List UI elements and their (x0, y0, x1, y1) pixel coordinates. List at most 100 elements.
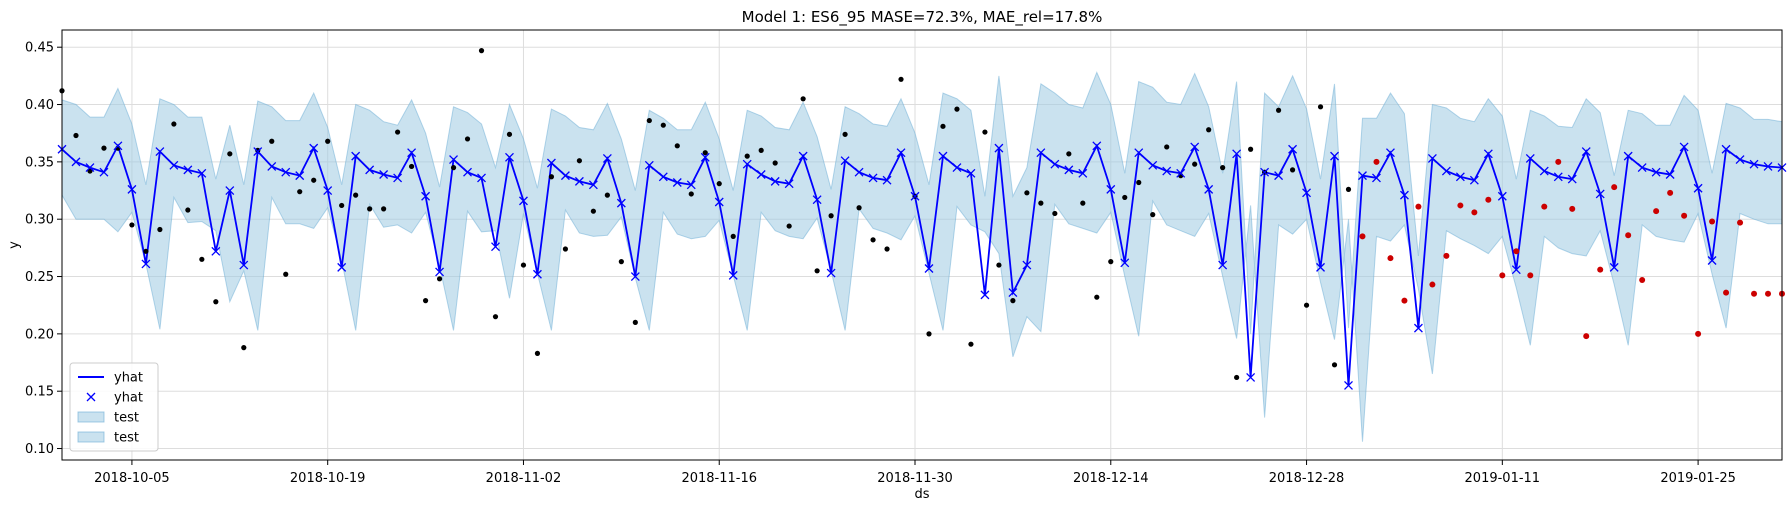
actual-point (1289, 167, 1296, 173)
y-tick-label: 0.10 (25, 442, 54, 457)
actual-point (1052, 210, 1058, 217)
forecast-marker (924, 264, 934, 273)
actual-point (339, 202, 345, 209)
test-point (1457, 202, 1464, 209)
chart-title: Model 1: ES6_95 MASE=72.3%, MAE_rel=17.8… (742, 8, 1103, 27)
actual-point (744, 153, 750, 159)
x-axis-label: ds (914, 487, 929, 502)
forecast-marker (630, 272, 640, 281)
test-point (1737, 219, 1744, 226)
legend-marker-swatch (86, 392, 96, 402)
forecast-marker (1735, 155, 1745, 165)
actual-point (395, 129, 401, 135)
forecast-marker (491, 242, 500, 252)
legend: yhat yhat test test (69, 362, 159, 452)
legend-label: yhat (114, 391, 143, 406)
forecast-marker (784, 179, 794, 189)
actual-point (1303, 302, 1310, 308)
actual-point (199, 256, 205, 262)
actual-point (954, 106, 960, 112)
forecast-marker (728, 270, 738, 280)
x-tick-label: 2019-01-11 (1465, 471, 1541, 486)
forecast-marker (840, 156, 850, 166)
forecast-marker (267, 161, 277, 171)
actual-point (590, 208, 596, 214)
actual-point (1248, 146, 1254, 152)
y-axis: 0.10 0.15 0.20 0.25 0.30 0.35 0.40 0.45 (25, 41, 62, 457)
forecast-marker (1078, 168, 1088, 178)
forecast-marker (1721, 144, 1731, 154)
forecast-marker (1218, 260, 1228, 270)
test-point (1373, 158, 1380, 165)
actual-point (1010, 298, 1016, 304)
x-tick-label: 2018-11-02 (486, 471, 562, 486)
actual-point (1206, 127, 1212, 133)
forecast-marker (854, 167, 864, 177)
actual-point (464, 136, 471, 142)
forecast-marker (896, 148, 906, 158)
forecast-marker (1581, 147, 1591, 157)
test-point (1583, 333, 1590, 340)
actual-point (758, 147, 764, 153)
test-point (1681, 212, 1688, 219)
forecast-marker (1427, 153, 1437, 163)
actual-point (367, 206, 373, 212)
forecast-marker (770, 176, 780, 186)
actual-point (940, 123, 946, 129)
forecast-marker (812, 195, 822, 205)
forecast-marker (910, 191, 920, 201)
forecast-marker (1204, 184, 1214, 194)
actual-point (576, 158, 582, 164)
forecast-marker (1525, 153, 1535, 163)
actual-point (1024, 190, 1030, 196)
forecast-marker (742, 159, 752, 169)
forecast-marker (1232, 149, 1242, 159)
actual-point (1080, 200, 1086, 206)
forecast-marker (1134, 148, 1144, 158)
actual-point (870, 237, 876, 243)
actual-point (842, 131, 848, 137)
forecast-marker (1274, 171, 1284, 181)
forecast-marker (714, 197, 724, 207)
forecast-marker (672, 178, 682, 187)
forecast-marker (1148, 160, 1158, 170)
actual-point (1220, 165, 1226, 171)
forecast-marker (323, 186, 333, 195)
test-point (1639, 276, 1646, 283)
forecast-marker (505, 152, 514, 162)
forecast-marker (938, 151, 948, 161)
actual-point (702, 150, 708, 156)
actual-point (269, 138, 275, 144)
actual-point (968, 341, 974, 347)
actual-point (297, 189, 303, 195)
actual-point (604, 192, 610, 198)
actual-point (436, 276, 443, 282)
actual-point (716, 181, 722, 187)
forecast-marker (477, 173, 486, 183)
actual-point (1331, 362, 1338, 368)
forecast-marker (1763, 161, 1773, 171)
actual-point (227, 151, 233, 157)
test-point (1667, 189, 1674, 196)
forecast-marker (1176, 168, 1186, 178)
forecast-marker (351, 151, 361, 161)
forecast-marker (1693, 183, 1703, 193)
test-point (1401, 297, 1408, 304)
forecast-marker (980, 290, 990, 300)
actual-point (674, 143, 680, 149)
actual-point (1136, 179, 1142, 186)
test-point (1709, 218, 1716, 225)
actual-point (157, 226, 163, 233)
forecast-marker (197, 168, 207, 178)
legend-label: test (114, 411, 139, 426)
forecast-marker (169, 160, 179, 170)
actual-point (884, 246, 890, 252)
forecast-marker (658, 172, 668, 182)
actual-point (828, 213, 834, 219)
forecast-marker (1623, 151, 1633, 161)
forecast-marker (1595, 189, 1605, 199)
actual-point (129, 222, 135, 228)
forecast-marker (127, 184, 137, 194)
legend-label: yhat (114, 371, 143, 386)
forecast-line (61, 143, 1783, 386)
